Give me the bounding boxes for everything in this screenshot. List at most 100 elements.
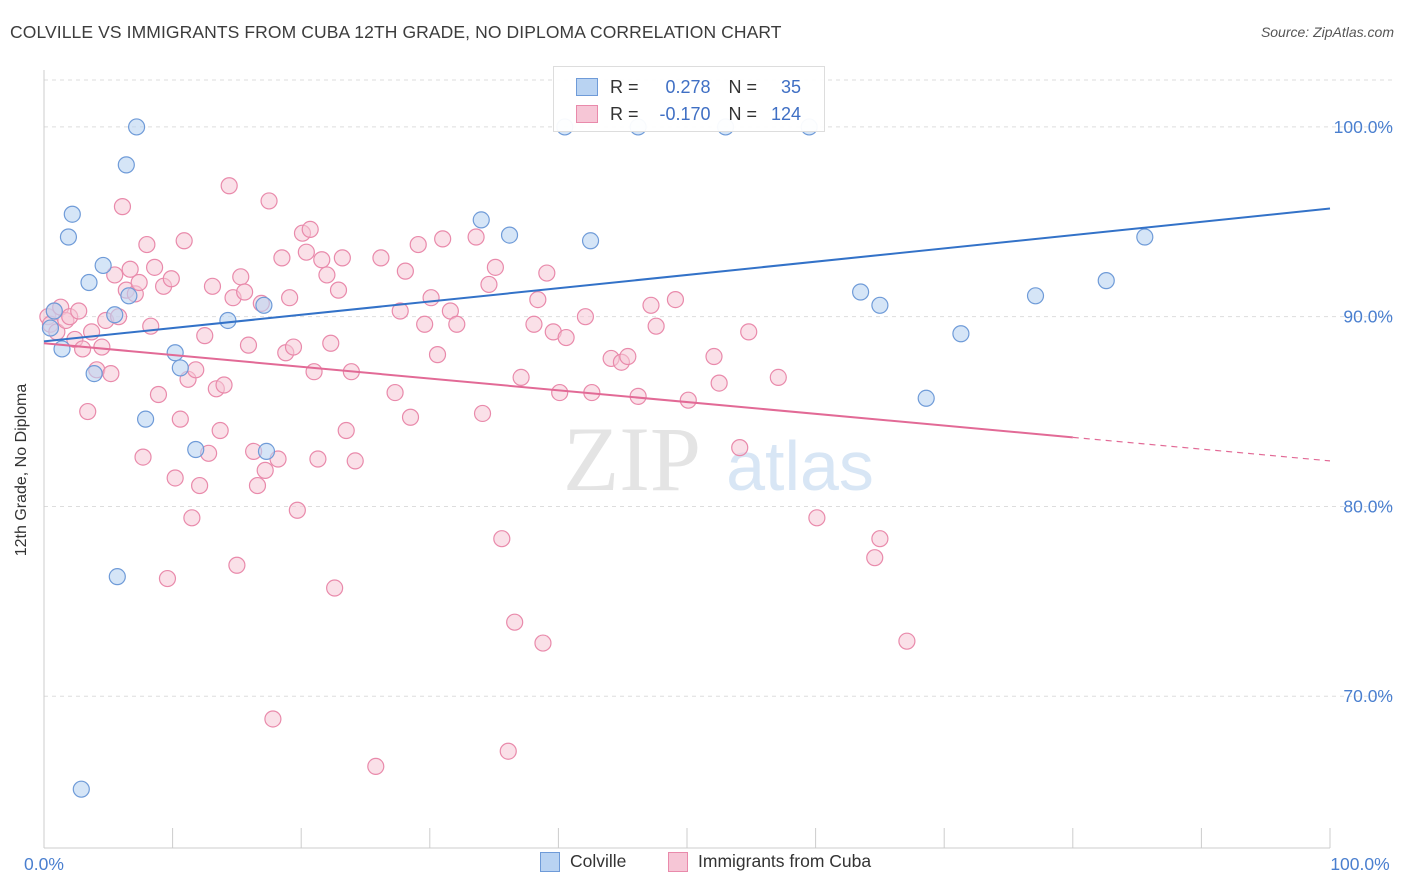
data-point-cuba [162,270,180,288]
data-point-cuba [428,346,447,364]
data-point-cuba [203,277,222,295]
data-point-cuba [538,264,556,282]
tick-labels: 100.0% 90.0% 80.0% 70.0% 0.0% 100.0% [24,117,1393,874]
data-point-cuba [281,289,299,307]
data-point-cuba [121,260,139,278]
data-point-cuba [326,579,344,597]
data-point-cuba [367,757,385,776]
data-point-cuba [309,450,327,468]
data-point-cuba [232,268,250,286]
data-point-cuba [642,296,660,314]
data-point-cuba [70,302,88,320]
trend-line-colville [43,207,1331,343]
data-point-cuba [248,476,267,495]
data-point-colville [45,302,63,320]
data-point-cuba [647,317,665,335]
y-tick-label: 70.0% [1343,686,1393,706]
data-point-cuba [473,404,492,423]
data-point-cuba [158,569,177,588]
data-point-cuba [73,340,92,358]
data-point-colville [166,344,184,362]
data-point-cuba [391,302,409,320]
legend-r-value: -0.170 [659,103,711,124]
data-point-cuba [318,266,336,284]
data-point-cuba [448,315,466,333]
trend-lines [43,207,1331,462]
data-point-colville [117,156,135,174]
data-point-cuba [260,192,278,210]
data-point-cuba [284,338,303,356]
watermark-atlas: atlas [726,427,874,505]
source-label: Source: ZipAtlas.com [1260,24,1394,40]
data-point-colville [120,287,138,305]
data-point-colville [1097,272,1115,290]
data-point-colville [41,319,60,337]
data-point-cuba [871,530,889,548]
data-point-cuba [102,365,120,383]
data-point-cuba [529,291,547,309]
data-point-cuba [256,461,274,479]
data-point-cuba [499,742,517,760]
trend-line-cuba-extension [1072,436,1331,462]
data-point-cuba [130,273,148,292]
data-point-cuba [333,249,351,267]
data-point-cuba [576,308,595,326]
data-point-cuba [679,391,697,409]
legend-swatch-colville [576,78,598,96]
data-point-colville [136,410,155,428]
legend-n-label: N = [728,103,758,124]
data-point-colville [952,325,970,343]
data-point-cuba [731,439,749,457]
data-point-cuba [171,410,189,428]
data-point-cuba [486,258,504,276]
data-point-cuba [416,315,434,333]
data-point-colville [1026,287,1045,305]
x-tick-label: 0.0% [24,854,64,874]
data-point-colville [53,340,71,358]
data-point-cuba [166,469,184,487]
data-point-colville [871,296,889,314]
y-axis-label: 12th Grade, No Diploma [13,383,30,557]
data-point-cuba [898,632,916,650]
data-point-colville [500,226,519,244]
data-point-cuba [409,235,427,254]
data-point-cuba [557,328,575,347]
data-point-cuba [211,421,229,440]
data-point-colville [106,306,124,324]
data-point-cuba [808,509,826,527]
data-point-cuba [228,556,246,574]
data-point-cuba [149,385,168,404]
data-point-cuba [183,509,201,527]
data-point-cuba [434,230,452,248]
data-point-cuba [534,634,552,652]
data-point-cuba [79,402,97,421]
data-point-cuba [239,336,258,354]
data-point-cuba [191,476,209,495]
data-point-cuba [386,383,404,402]
watermark-zip: ZIP [563,408,701,510]
data-point-colville [108,568,126,586]
data-point-cuba [196,327,214,345]
data-point-cuba [506,613,524,631]
bottom-legend-cuba: Immigrants from Cuba [668,851,871,872]
data-point-cuba [710,374,728,392]
data-point-cuba [769,368,787,387]
data-point-colville [63,205,81,223]
axes [43,70,1331,849]
data-point-cuba [305,363,323,381]
legend-n-value: 124 [770,103,802,124]
data-point-colville [127,118,146,136]
legend-n-label: N = [728,76,758,97]
data-point-colville [255,296,273,314]
data-point-cuba [705,347,723,366]
data-point-cuba [329,281,348,299]
data-point-colville [1136,228,1154,246]
correlation-legend: R = 0.278 N = 35 R = -0.170 N = 124 [553,66,825,132]
data-point-cuba [145,258,164,276]
data-point-cuba [551,383,569,402]
data-point-colville [80,273,98,292]
bottom-legend-colville: Colville [540,851,626,872]
data-point-cuba [106,266,124,284]
data-point-colville [94,256,112,275]
